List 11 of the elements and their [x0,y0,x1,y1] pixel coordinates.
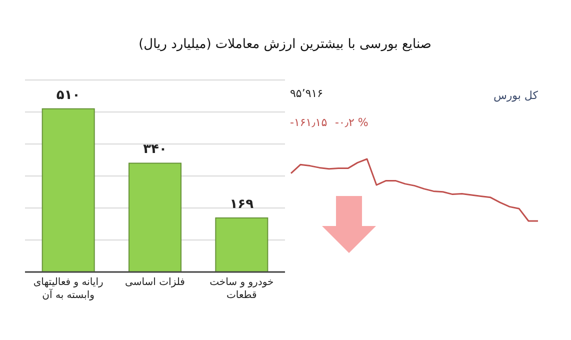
x-tick-label: فلزات اساسی [124,276,186,289]
chart-title: صنایع بورسی با بیشترین ارزش معاملات (میلیارد ریال) [138,37,432,52]
data-label: ۱۶۹ [230,196,254,212]
text: ۹۵٬۹۱۶ [290,87,324,100]
data-label: ۳۴۰ [143,142,167,158]
x-tick-label: رایانه و فعالیتهای وابسته به آن [32,276,104,302]
x-tick-label: خودرو و ساخت قطعات [208,276,275,302]
text: -۱۶۱٫۱۵ [290,116,328,129]
text: کل بورس [493,89,539,102]
data-label: ۵۱۰ [56,88,80,103]
text: -۰٫۲ % [335,116,368,129]
